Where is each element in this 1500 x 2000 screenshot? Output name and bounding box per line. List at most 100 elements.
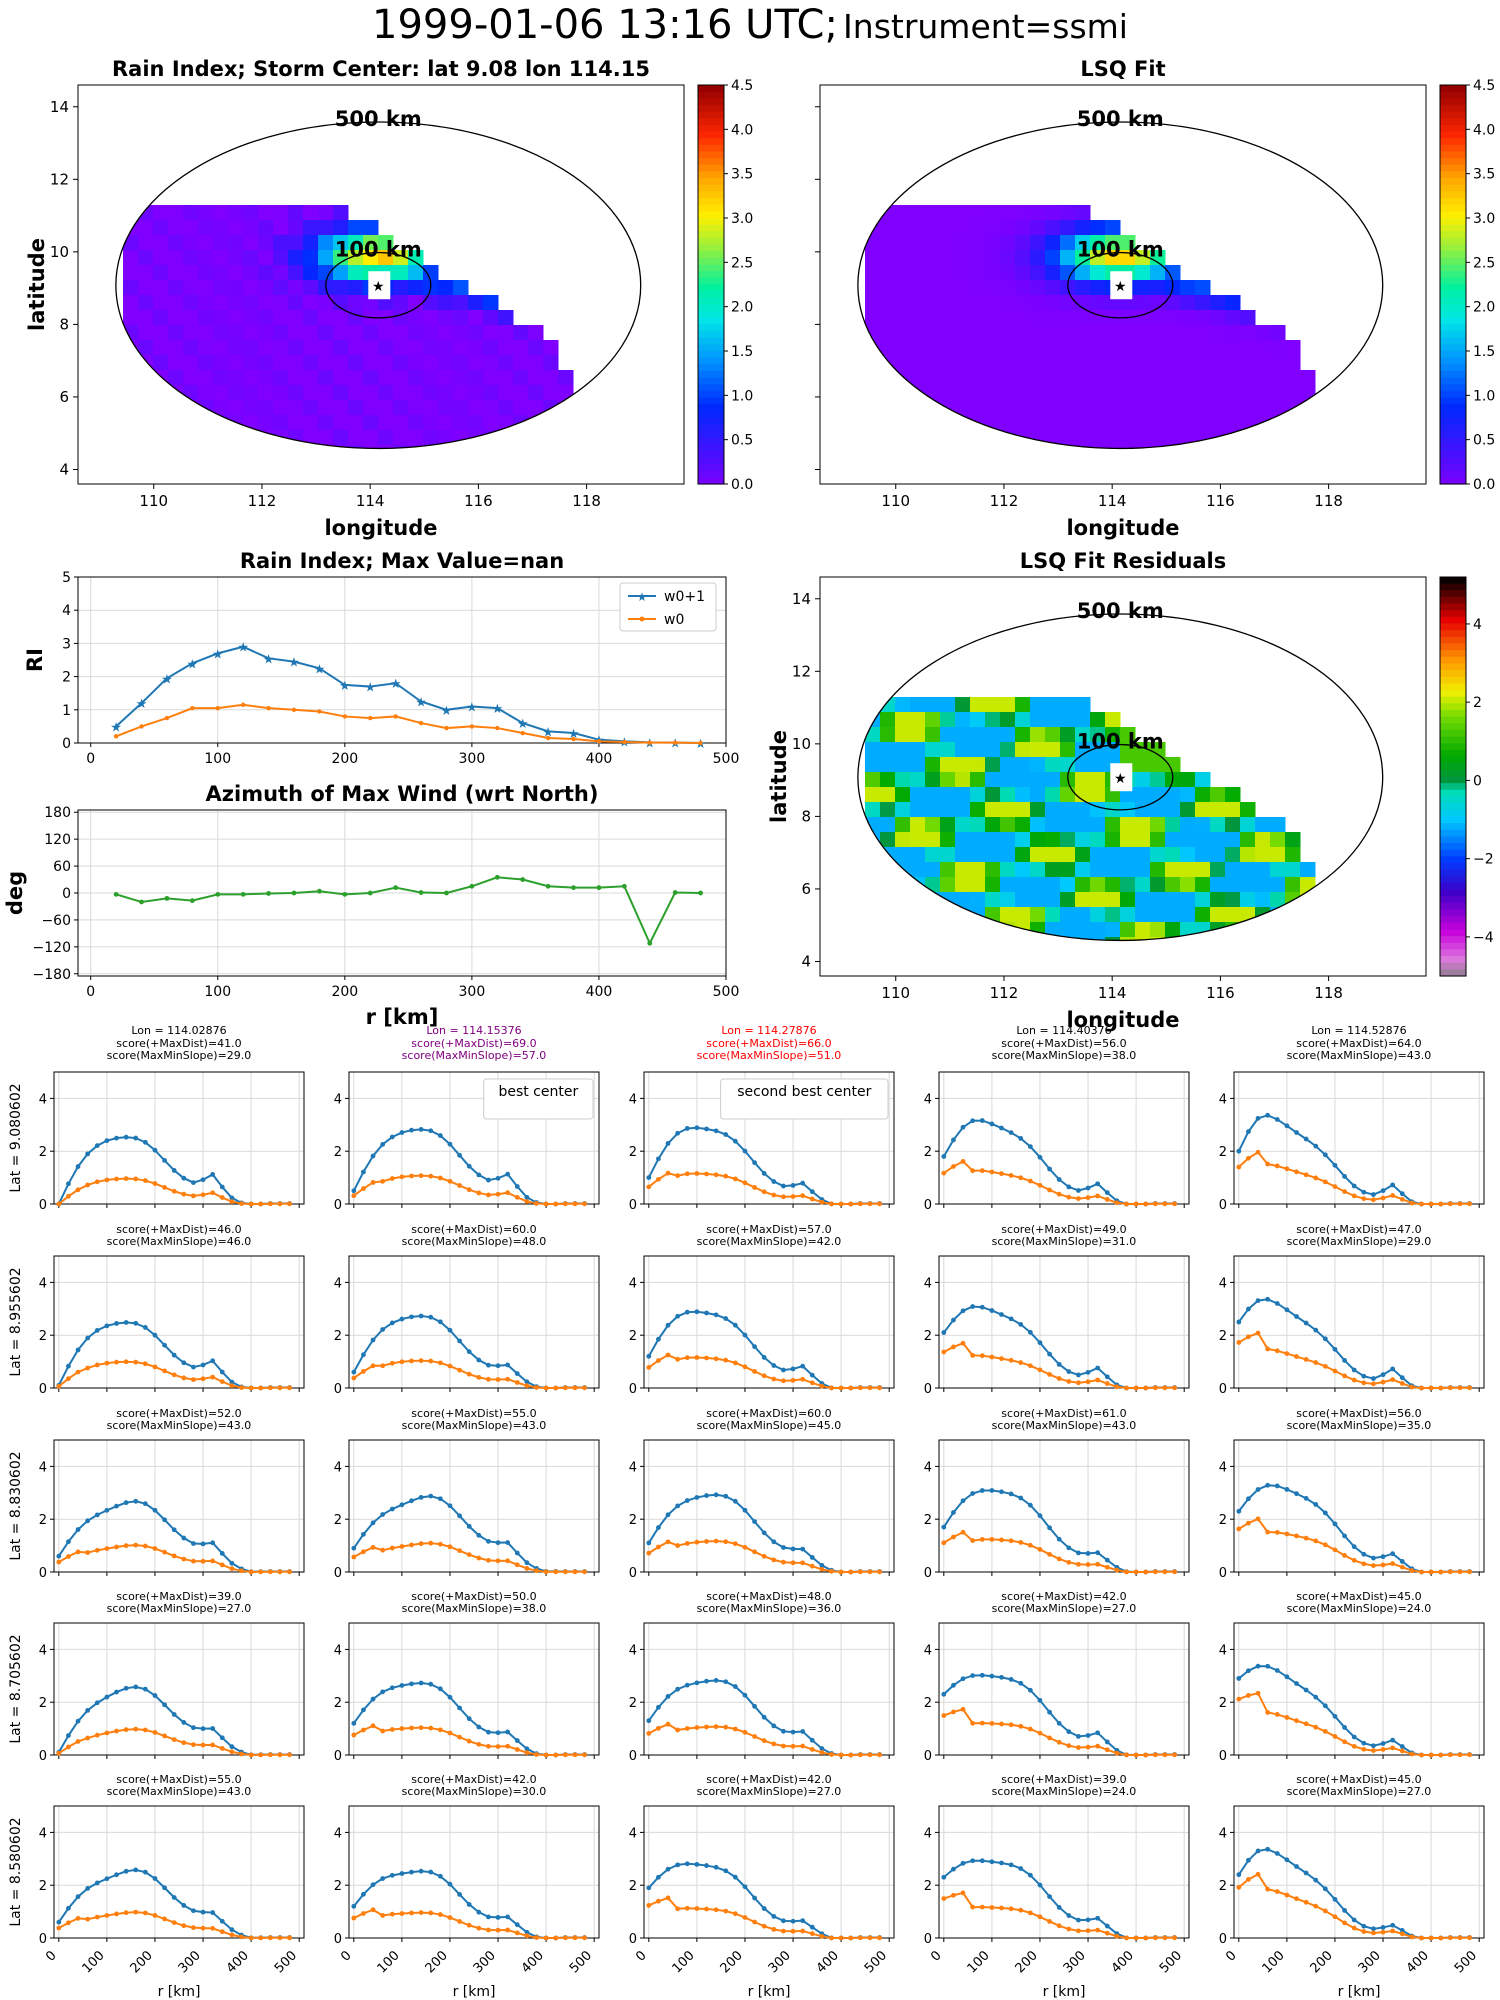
map-lsq-fit-field bbox=[865, 205, 1331, 449]
grid-w0-point bbox=[351, 1193, 357, 1199]
grid-w0p1-point bbox=[1265, 1112, 1271, 1118]
map-rain-index-center-gap bbox=[368, 271, 391, 300]
grid-w0p1-point bbox=[684, 1498, 690, 1503]
ytick-label: 2 bbox=[334, 1145, 342, 1160]
grid-w0-point bbox=[1390, 1377, 1396, 1383]
grid-w0p1-point bbox=[1265, 1296, 1271, 1302]
ytick-label: 0 bbox=[629, 1566, 637, 1581]
grid-w0-point bbox=[1172, 1569, 1177, 1575]
map-residuals-xlabel: longitude bbox=[1066, 1008, 1179, 1032]
map-residuals-xtick-label: 118 bbox=[1314, 984, 1343, 1002]
grid-w0p1-point bbox=[941, 1154, 947, 1159]
grid-w0p1-point bbox=[752, 1895, 757, 1901]
grid-w0-point bbox=[684, 1726, 690, 1731]
grid-w0-point bbox=[1399, 1564, 1405, 1570]
colorbar-swatch bbox=[1440, 204, 1466, 212]
grid-w0p1-point bbox=[524, 1746, 530, 1752]
colorbar-swatch bbox=[698, 284, 724, 292]
grid-w0-point bbox=[761, 1553, 767, 1559]
grid-w0p1-point bbox=[123, 1500, 129, 1506]
colorbar-swatch bbox=[698, 104, 724, 113]
colorbar-swatch bbox=[698, 85, 724, 93]
grid-w0p1-point bbox=[409, 1869, 414, 1875]
colorbar-swatch bbox=[1440, 676, 1466, 684]
ytick-label: 4 bbox=[1219, 1092, 1227, 1107]
map-residuals-xtick-label: 112 bbox=[990, 984, 1019, 1002]
grid-w0p1-point bbox=[675, 1862, 681, 1868]
grid-w0-point bbox=[1351, 1377, 1357, 1383]
panel-score-maxdist: score(+MaxDist)=56.0 bbox=[1001, 1037, 1126, 1050]
ytick-label: 0 bbox=[1219, 1566, 1227, 1581]
grid-w0p1-point bbox=[75, 1527, 81, 1532]
colorbar-tick-label: −4 bbox=[1473, 930, 1494, 946]
grid-w0-point bbox=[1143, 1569, 1149, 1575]
grid-w0p1-point bbox=[1056, 1536, 1062, 1542]
colorbar-swatch bbox=[1440, 723, 1466, 731]
grid-w0-point bbox=[800, 1743, 806, 1749]
grid-w0-point bbox=[1172, 1385, 1177, 1391]
grid-w0-point bbox=[495, 1558, 501, 1564]
grid-w0-point bbox=[694, 1725, 700, 1730]
grid-w0-point bbox=[684, 1541, 690, 1546]
grid-w0-point bbox=[1409, 1384, 1415, 1390]
grid-w0-point bbox=[75, 1915, 81, 1921]
grid-w0p1-point bbox=[761, 1355, 767, 1360]
grid-w0-point bbox=[123, 1910, 129, 1916]
colorbar-swatch bbox=[1440, 191, 1466, 199]
grid-w0-point bbox=[819, 1383, 825, 1389]
grid-w0-point bbox=[877, 1935, 882, 1941]
grid-w0p1-point bbox=[819, 1563, 825, 1568]
grid-w0-point bbox=[684, 1905, 690, 1911]
grid-w0-point bbox=[857, 1569, 863, 1575]
ytick-label: 2 bbox=[334, 1879, 342, 1894]
panel-score-slope: score(MaxMinSlope)=51.0 bbox=[697, 1049, 842, 1062]
series-azimuth-point bbox=[494, 874, 500, 880]
grid-w0-point bbox=[877, 1752, 882, 1758]
ytick-label: 4 bbox=[39, 1460, 47, 1475]
grid-w0-point bbox=[1428, 1569, 1434, 1575]
colorbar-swatch bbox=[698, 171, 724, 179]
grid-w0p1-point bbox=[771, 1914, 777, 1919]
colorbar-swatch bbox=[1440, 164, 1466, 173]
ytick-label: 0 bbox=[334, 1932, 342, 1947]
colorbar-swatch bbox=[1440, 922, 1466, 931]
colorbar-swatch bbox=[1440, 211, 1466, 219]
colorbar-frame bbox=[1439, 576, 1467, 977]
grid-w0p1-point bbox=[1390, 1551, 1396, 1557]
grid-w0-point bbox=[1342, 1189, 1347, 1194]
grid-w0-point bbox=[646, 1730, 652, 1736]
xtick-label: 200 bbox=[423, 1948, 451, 1976]
grid-w0p1-point bbox=[437, 1133, 443, 1138]
grid-w0-point bbox=[684, 1355, 690, 1361]
grid-w0-point bbox=[781, 1743, 786, 1749]
axes-frame bbox=[53, 1071, 305, 1205]
axes-frame bbox=[643, 1622, 895, 1756]
grid-w0p1-point bbox=[1284, 1307, 1290, 1313]
grid-w0-point bbox=[857, 1201, 863, 1207]
grid-w0-point bbox=[486, 1557, 491, 1563]
grid-w0p1-point bbox=[675, 1503, 681, 1509]
grid-w0p1-point bbox=[1037, 1340, 1043, 1346]
grid-w0-point bbox=[867, 1201, 873, 1207]
grid-w0p1-point bbox=[704, 1126, 709, 1132]
grid-w0-point bbox=[181, 1556, 187, 1562]
colorbar-swatch bbox=[1440, 749, 1466, 758]
grid-w0p1-point bbox=[1322, 1703, 1328, 1709]
grid-w0p1-point bbox=[1390, 1737, 1396, 1743]
rain-index-profile-ylabel: RI bbox=[23, 648, 47, 672]
grid-w0p1-point bbox=[495, 1730, 501, 1736]
panel-score-slope: score(MaxMinSlope)=42.0 bbox=[697, 1235, 842, 1248]
grid-w0-point bbox=[1018, 1540, 1024, 1545]
grid-w0-point bbox=[867, 1935, 873, 1941]
grid-w0p1-point bbox=[646, 1718, 652, 1724]
xtick-label: 500 bbox=[1452, 1948, 1480, 1976]
grid-w0p1-point bbox=[771, 1363, 777, 1368]
grid-w0p1-point bbox=[742, 1507, 748, 1513]
grid-w0-point bbox=[1428, 1935, 1434, 1941]
grid-w0-point bbox=[848, 1935, 854, 1941]
grid-w0p1-point bbox=[970, 1491, 976, 1496]
colorbar-tick-label: 4.0 bbox=[1473, 122, 1495, 138]
map-rain-index-title: Rain Index; Storm Center: lat 9.08 lon 1… bbox=[112, 57, 650, 81]
grid-w0p1-point bbox=[114, 1503, 119, 1509]
